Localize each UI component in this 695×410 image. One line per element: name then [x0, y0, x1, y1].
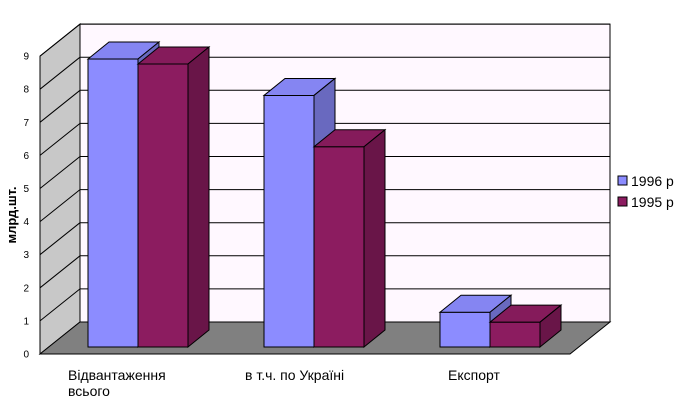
y-tick-label: 0	[23, 350, 29, 361]
y-tick-label: 1	[23, 316, 29, 327]
bar-front	[87, 58, 139, 348]
grid-line-side	[39, 56, 81, 90]
legend-swatch	[617, 175, 628, 186]
bar-side	[363, 128, 386, 349]
bar-front	[137, 63, 189, 348]
y-tick-label: 8	[23, 85, 29, 96]
y-tick-label: 7	[23, 118, 29, 129]
bar-front	[439, 311, 491, 348]
x-category-label: Відвантаження всього	[68, 367, 166, 399]
grid-line-side	[39, 222, 81, 256]
bar-front	[313, 146, 365, 348]
grid-line-side	[39, 156, 81, 189]
bar-side	[187, 45, 210, 349]
bar-front	[263, 94, 315, 348]
legend: 1996 р 1995 р	[617, 173, 674, 210]
bar-front	[489, 321, 541, 348]
grid-line-side	[39, 89, 81, 123]
x-axis-categories: Відвантаження всього в т.ч. по Україні Експ…	[68, 367, 500, 399]
legend-label: 1995 р	[631, 194, 674, 210]
grid-line-side	[39, 189, 81, 222]
grid-line-side	[39, 255, 81, 289]
bar	[136, 45, 211, 349]
y-tick-label: 9	[23, 52, 29, 63]
legend-swatch	[617, 196, 628, 207]
y-axis-ticks: 0 1 2 3 4 5 6 7 8 9	[23, 52, 29, 361]
bar	[312, 128, 387, 349]
bar-side	[539, 304, 562, 349]
bars	[86, 40, 563, 349]
y-tick-label: 6	[23, 151, 29, 162]
y-tick-label: 5	[23, 184, 29, 195]
y-axis-label: млрд.шт.	[4, 186, 19, 243]
x-category-label: в т.ч. по Україні	[245, 367, 344, 383]
x-category-label: Експорт	[448, 367, 500, 383]
y-tick-label: 4	[23, 217, 29, 228]
grid-line-side	[39, 123, 81, 156]
legend-label: 1996 р	[631, 173, 674, 189]
y-tick-label: 2	[23, 283, 29, 294]
y-tick-label: 3	[23, 250, 29, 261]
grid-line-side	[39, 288, 81, 322]
bar	[488, 304, 563, 349]
grid-line-side	[39, 23, 81, 57]
